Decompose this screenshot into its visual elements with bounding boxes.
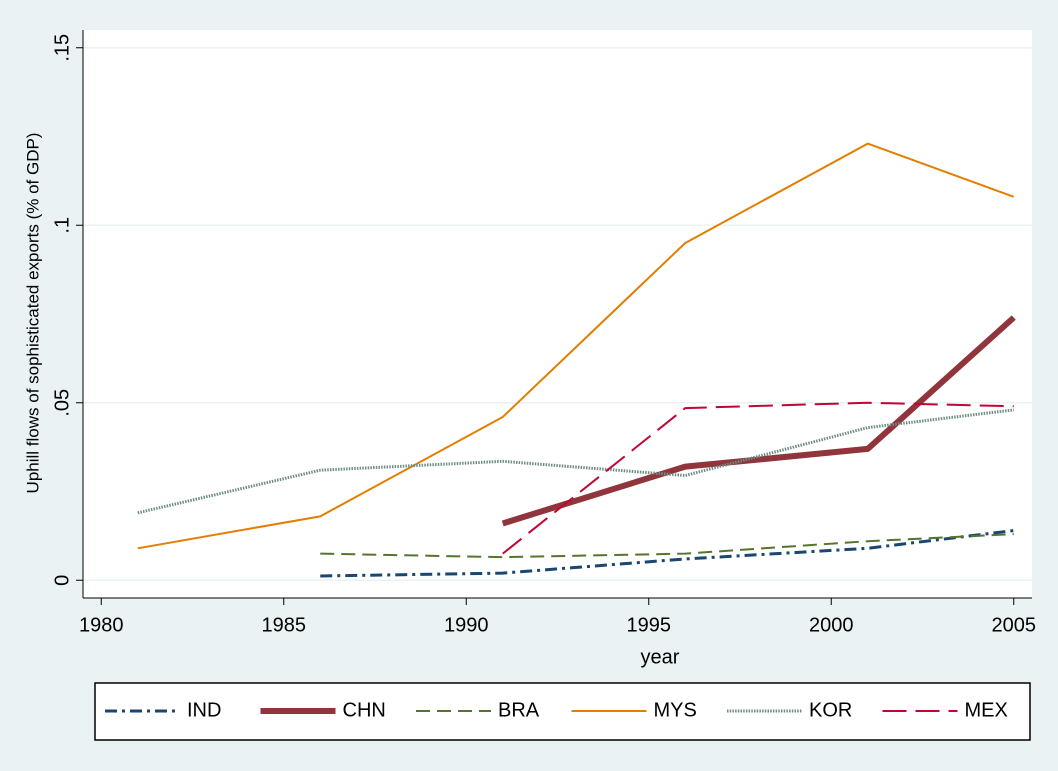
y-tick-label: .1 (51, 217, 73, 234)
legend-box (94, 682, 1031, 741)
legend-label: MEX (965, 699, 1008, 721)
legend-label: MYS (654, 699, 697, 721)
legend-label: CHN (343, 699, 386, 721)
x-axis-label: year (641, 646, 680, 668)
x-tick-label: 1980 (79, 614, 124, 636)
legend-label: KOR (809, 699, 852, 721)
y-tick-label: .05 (51, 389, 73, 417)
x-tick-label: 1990 (444, 614, 489, 636)
series-line (502, 401, 1014, 555)
legend-label: IND (187, 699, 221, 721)
y-tick-label: .15 (51, 34, 73, 62)
series-line (137, 142, 1015, 550)
x-tick-label: 2000 (809, 614, 854, 636)
y-tick-label: 0 (51, 575, 73, 586)
x-tick-label: 1985 (262, 614, 307, 636)
series-line (320, 533, 1014, 559)
legend-label: BRA (498, 699, 540, 721)
x-tick-label: 1995 (627, 614, 672, 636)
series-line (501, 315, 1016, 527)
y-axis-label: Uphill flows of sophisticated exports (%… (23, 133, 42, 494)
x-tick-label: 2005 (992, 614, 1037, 636)
plot-area (83, 30, 1032, 598)
